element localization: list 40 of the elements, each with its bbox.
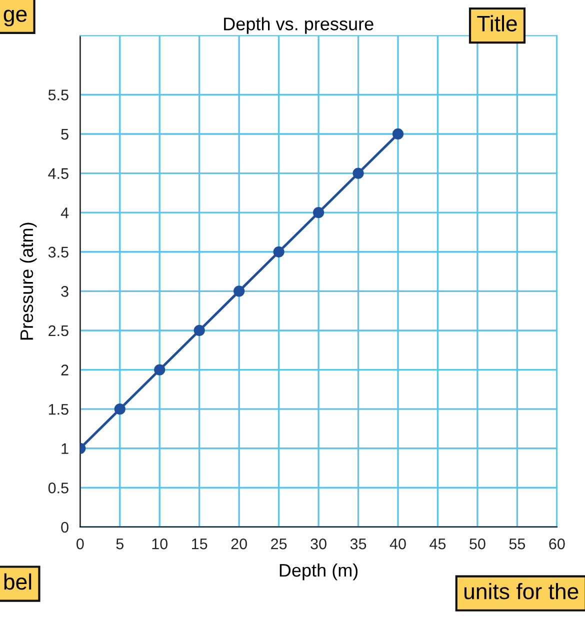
x-tick-label: 60	[549, 538, 565, 550]
x-tick-label: 15	[192, 538, 208, 550]
y-tick-label: 0	[61, 522, 68, 533]
y-tick-label: 2.5	[48, 325, 68, 336]
point	[352, 168, 364, 179]
y-axis-title: Pressure (atm)	[20, 222, 37, 340]
y-tick-label: 1.5	[48, 404, 68, 415]
y-tick-label: 4	[60, 208, 69, 218]
y-tick-label: 2	[61, 364, 68, 376]
text: bel	[4, 573, 32, 590]
y-tick-label: 3.5	[48, 246, 68, 258]
y-tick-label: 4.5	[48, 168, 68, 179]
y-tick-label: 0.5	[48, 482, 68, 494]
x-tick-label: 0	[76, 538, 84, 550]
x-tick-label: 35	[350, 538, 366, 550]
point	[234, 286, 245, 297]
x-axis-title: Depth (m)	[280, 563, 358, 580]
x-tick-label: 10	[152, 538, 168, 550]
point	[392, 128, 404, 140]
point	[312, 207, 324, 218]
text: units for the	[464, 582, 578, 600]
text: Title	[477, 15, 517, 32]
x-tick-label: 40	[390, 538, 406, 550]
x-tick-label: 50	[470, 538, 486, 550]
x-tick-label: 20	[231, 538, 247, 550]
text: ge	[4, 10, 27, 26]
x-tick-label: 30	[310, 538, 326, 550]
point	[273, 246, 284, 258]
x-tick-label: 25	[271, 538, 287, 550]
point	[154, 364, 166, 376]
y-tick-label: 5	[61, 129, 68, 140]
x-tick-label: 45	[430, 538, 446, 550]
x-tick-label: 5	[116, 538, 124, 550]
chart-title: Depth vs. pressure	[224, 17, 374, 34]
y-tick-label: 1	[62, 443, 68, 454]
y-tick-label: 5.5	[48, 90, 68, 100]
y-tick-label: 3	[61, 286, 68, 297]
point	[114, 404, 126, 415]
point	[194, 324, 205, 336]
x-tick-label: 55	[509, 538, 526, 550]
